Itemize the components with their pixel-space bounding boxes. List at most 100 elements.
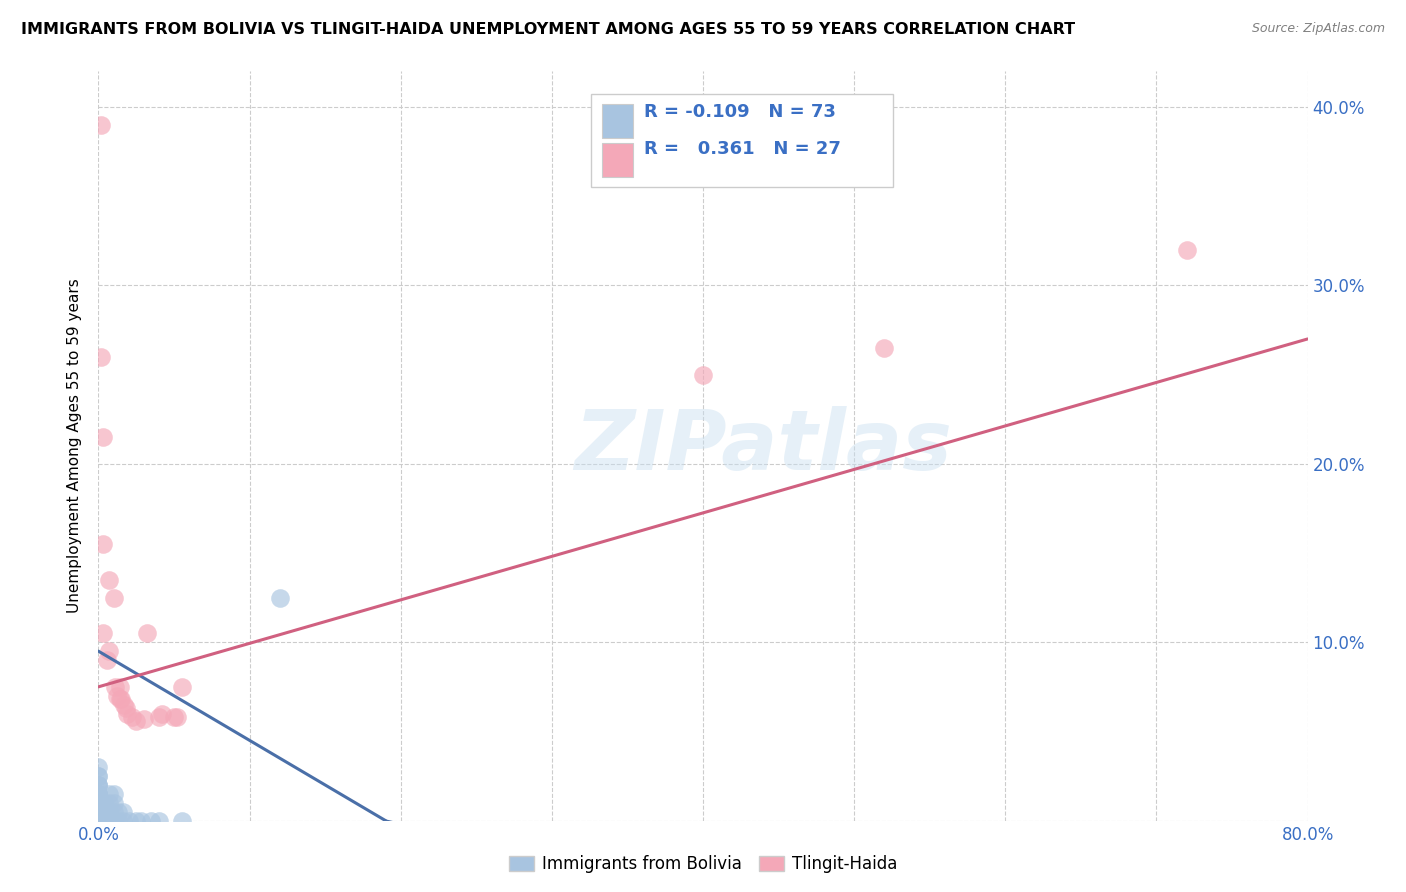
Point [90,350,112,364]
Point [132,712,155,726]
Point [1175,243,1198,257]
Point [129,814,152,828]
Point [87,796,110,810]
Point [148,814,170,828]
Point [87,769,110,783]
Point [87,805,110,819]
Point [98,805,121,819]
Point [125,814,148,828]
Point [98,787,121,801]
Point [170,814,193,828]
Point [87,778,110,792]
Point [87,805,110,819]
Point [108,692,131,706]
Point [91,537,114,551]
Point [135,626,157,640]
Point [87,814,110,828]
Point [105,689,128,703]
Point [87,760,110,774]
Text: ZIPatlas: ZIPatlas [575,406,952,486]
Point [87,796,110,810]
Point [87,805,110,819]
Point [87,796,110,810]
Point [87,814,110,828]
Point [93,814,115,828]
Point [873,341,896,355]
Point [269,591,291,605]
Text: R = -0.109   N = 73: R = -0.109 N = 73 [644,103,835,120]
Point [87,778,110,792]
Point [87,814,110,828]
Point [107,814,129,828]
Point [150,706,173,721]
Point [91,430,114,444]
Point [87,814,110,828]
Point [98,644,121,658]
Point [166,710,188,724]
Point [87,814,110,828]
Point [87,796,110,810]
Point [121,710,143,724]
Point [87,805,110,819]
Point [103,805,125,819]
Point [107,805,129,819]
Point [170,680,193,694]
Point [87,814,110,828]
Point [93,796,115,810]
Point [87,805,110,819]
Point [87,796,110,810]
Point [87,787,110,801]
Point [87,814,110,828]
Point [93,814,115,828]
Text: Source: ZipAtlas.com: Source: ZipAtlas.com [1251,22,1385,36]
Point [103,796,125,810]
Point [96,653,118,667]
Y-axis label: Unemployment Among Ages 55 to 59 years: Unemployment Among Ages 55 to 59 years [67,278,83,614]
Point [87,796,110,810]
Point [87,796,110,810]
Point [87,814,110,828]
Point [87,814,110,828]
Text: IMMIGRANTS FROM BOLIVIA VS TLINGIT-HAIDA UNEMPLOYMENT AMONG AGES 55 TO 59 YEARS : IMMIGRANTS FROM BOLIVIA VS TLINGIT-HAIDA… [21,22,1076,37]
Point [87,814,110,828]
Point [111,805,134,819]
Point [93,805,115,819]
Point [118,814,141,828]
Point [90,118,112,132]
Text: R =   0.361   N = 27: R = 0.361 N = 27 [644,140,841,158]
Point [93,805,115,819]
Point [87,778,110,792]
Point [87,814,110,828]
Point [98,796,121,810]
Point [87,787,110,801]
Point [87,805,110,819]
Point [110,692,132,706]
Point [114,701,136,715]
Point [125,714,148,728]
Point [692,368,714,382]
Point [87,814,110,828]
Point [104,680,127,694]
Point [93,796,115,810]
Point [91,626,114,640]
Point [148,710,170,724]
Point [103,814,125,828]
Point [87,769,110,783]
Point [87,805,110,819]
Point [87,787,110,801]
Point [115,706,138,721]
Point [163,710,186,724]
Point [98,805,121,819]
Point [93,814,115,828]
Point [141,814,163,828]
Point [98,573,121,587]
Point [98,814,121,828]
Point [103,787,125,801]
Point [87,814,110,828]
Point [87,814,110,828]
Point [93,805,115,819]
Point [87,814,110,828]
Point [87,787,110,801]
Point [87,814,110,828]
Point [111,814,134,828]
